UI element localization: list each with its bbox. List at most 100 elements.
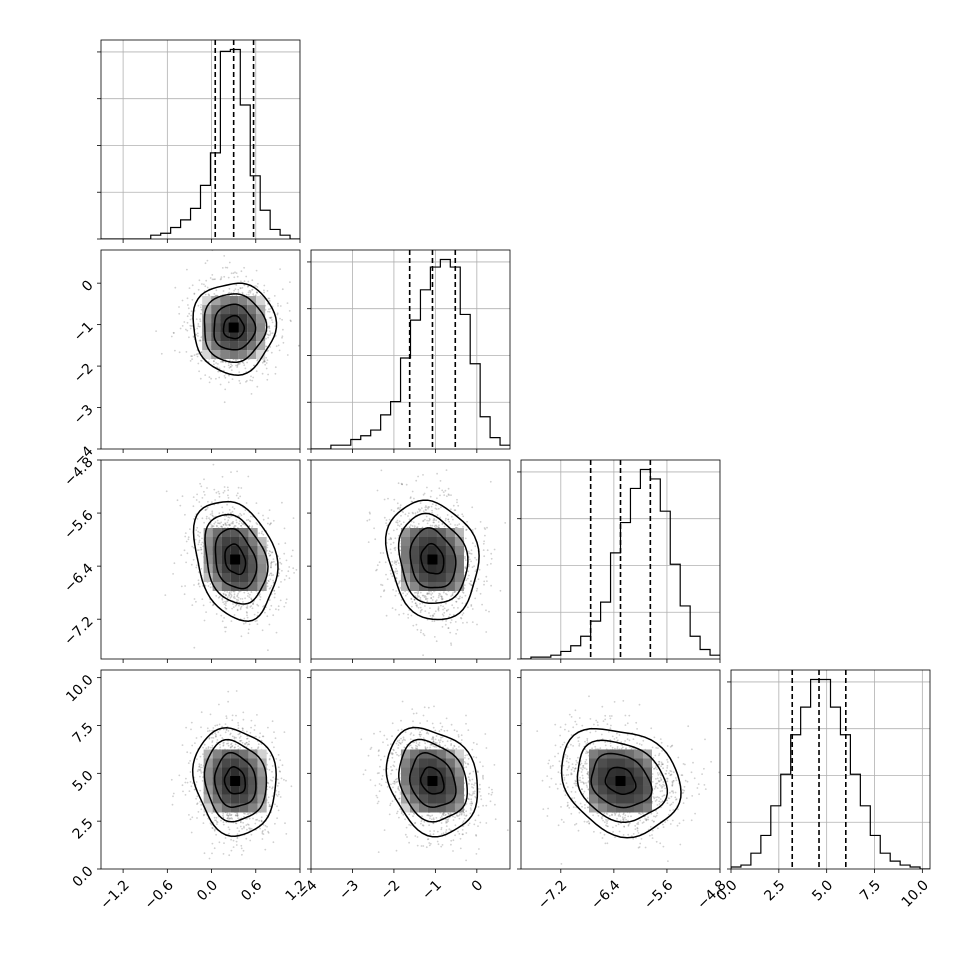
sample-point <box>413 525 416 528</box>
histogram-step <box>521 468 720 659</box>
density-cell <box>454 582 464 591</box>
sample-point <box>440 506 442 509</box>
sample-point <box>185 777 187 780</box>
density-cell <box>400 555 410 564</box>
sample-point <box>462 622 464 624</box>
sample-point <box>431 615 434 617</box>
density-cell <box>409 582 419 591</box>
sample-point <box>273 589 276 592</box>
sample-point <box>210 526 213 528</box>
sample-point <box>246 595 249 597</box>
sample-point <box>227 730 230 732</box>
sample-point <box>269 554 272 556</box>
sample-point <box>227 814 230 817</box>
sample-point <box>281 288 284 291</box>
sample-point <box>450 494 452 496</box>
sample-point <box>438 524 440 527</box>
sample-point <box>255 502 258 504</box>
sample-point <box>229 732 232 735</box>
sample-point <box>395 563 398 566</box>
sample-point <box>200 308 203 311</box>
sample-point <box>204 293 207 296</box>
sample-point <box>260 816 263 819</box>
sample-point <box>470 580 472 582</box>
sample-point <box>230 849 233 852</box>
sample-point <box>247 285 250 288</box>
sample-point <box>417 523 420 525</box>
density-cell <box>436 537 446 546</box>
sample-point <box>467 606 469 609</box>
sample-point <box>239 598 242 600</box>
sample-point <box>263 284 266 287</box>
sample-point <box>278 572 281 575</box>
sample-point <box>245 502 248 504</box>
sample-point <box>195 529 198 531</box>
sample-point <box>276 795 279 797</box>
sample-point <box>402 521 405 524</box>
sample-point <box>447 518 450 521</box>
density-cell <box>427 537 437 546</box>
sample-point <box>200 543 203 546</box>
sample-point <box>448 520 450 523</box>
sample-point <box>255 269 258 272</box>
sample-point <box>439 494 441 497</box>
sample-point <box>433 590 435 593</box>
sample-point <box>228 509 231 511</box>
sample-point <box>271 787 273 790</box>
sample-point <box>207 585 210 587</box>
density-cell <box>445 528 455 537</box>
sample-point <box>251 289 254 291</box>
sample-point <box>165 490 168 493</box>
sample-point <box>267 349 269 352</box>
sample-point <box>233 595 236 598</box>
sample-point <box>441 598 444 601</box>
sample-point <box>389 548 392 551</box>
sample-point <box>250 747 253 749</box>
sample-point <box>465 528 468 531</box>
sample-point <box>247 628 250 631</box>
sample-point <box>378 561 381 564</box>
sample-point <box>432 521 435 524</box>
sample-point <box>223 626 226 629</box>
sample-point <box>396 528 398 531</box>
sample-point <box>434 600 437 603</box>
sample-point <box>225 626 228 629</box>
sample-point <box>224 388 227 391</box>
sample-point <box>396 519 399 522</box>
sample-point <box>269 550 272 553</box>
density-cell <box>257 537 267 546</box>
sample-point <box>398 525 401 527</box>
sample-point <box>271 765 274 767</box>
sample-point <box>185 726 188 729</box>
sample-point <box>217 370 220 373</box>
sample-point <box>197 335 199 337</box>
sample-point <box>213 360 215 363</box>
sample-point <box>277 574 280 577</box>
density-cell <box>427 528 437 537</box>
sample-point <box>176 499 179 502</box>
sample-point <box>179 327 182 330</box>
sample-point <box>268 623 271 626</box>
sample-point <box>268 327 271 330</box>
density-cell <box>229 350 239 360</box>
sample-point <box>268 326 270 329</box>
density-cell <box>211 305 221 315</box>
sample-point <box>474 527 477 530</box>
sample-point <box>476 623 478 626</box>
sample-point <box>390 509 393 511</box>
sample-point <box>268 554 271 557</box>
sample-point <box>261 361 264 364</box>
sample-point <box>186 321 189 324</box>
sample-point <box>376 564 379 567</box>
sample-point <box>450 515 453 518</box>
sample-point <box>235 714 237 717</box>
sample-point <box>228 287 231 290</box>
sample-point <box>439 516 442 519</box>
sample-point <box>277 543 280 545</box>
sample-point <box>393 547 396 550</box>
sample-point <box>268 757 271 760</box>
sample-point <box>222 592 225 595</box>
sample-point <box>218 495 221 498</box>
sample-point <box>225 608 228 610</box>
sample-point <box>381 584 384 587</box>
